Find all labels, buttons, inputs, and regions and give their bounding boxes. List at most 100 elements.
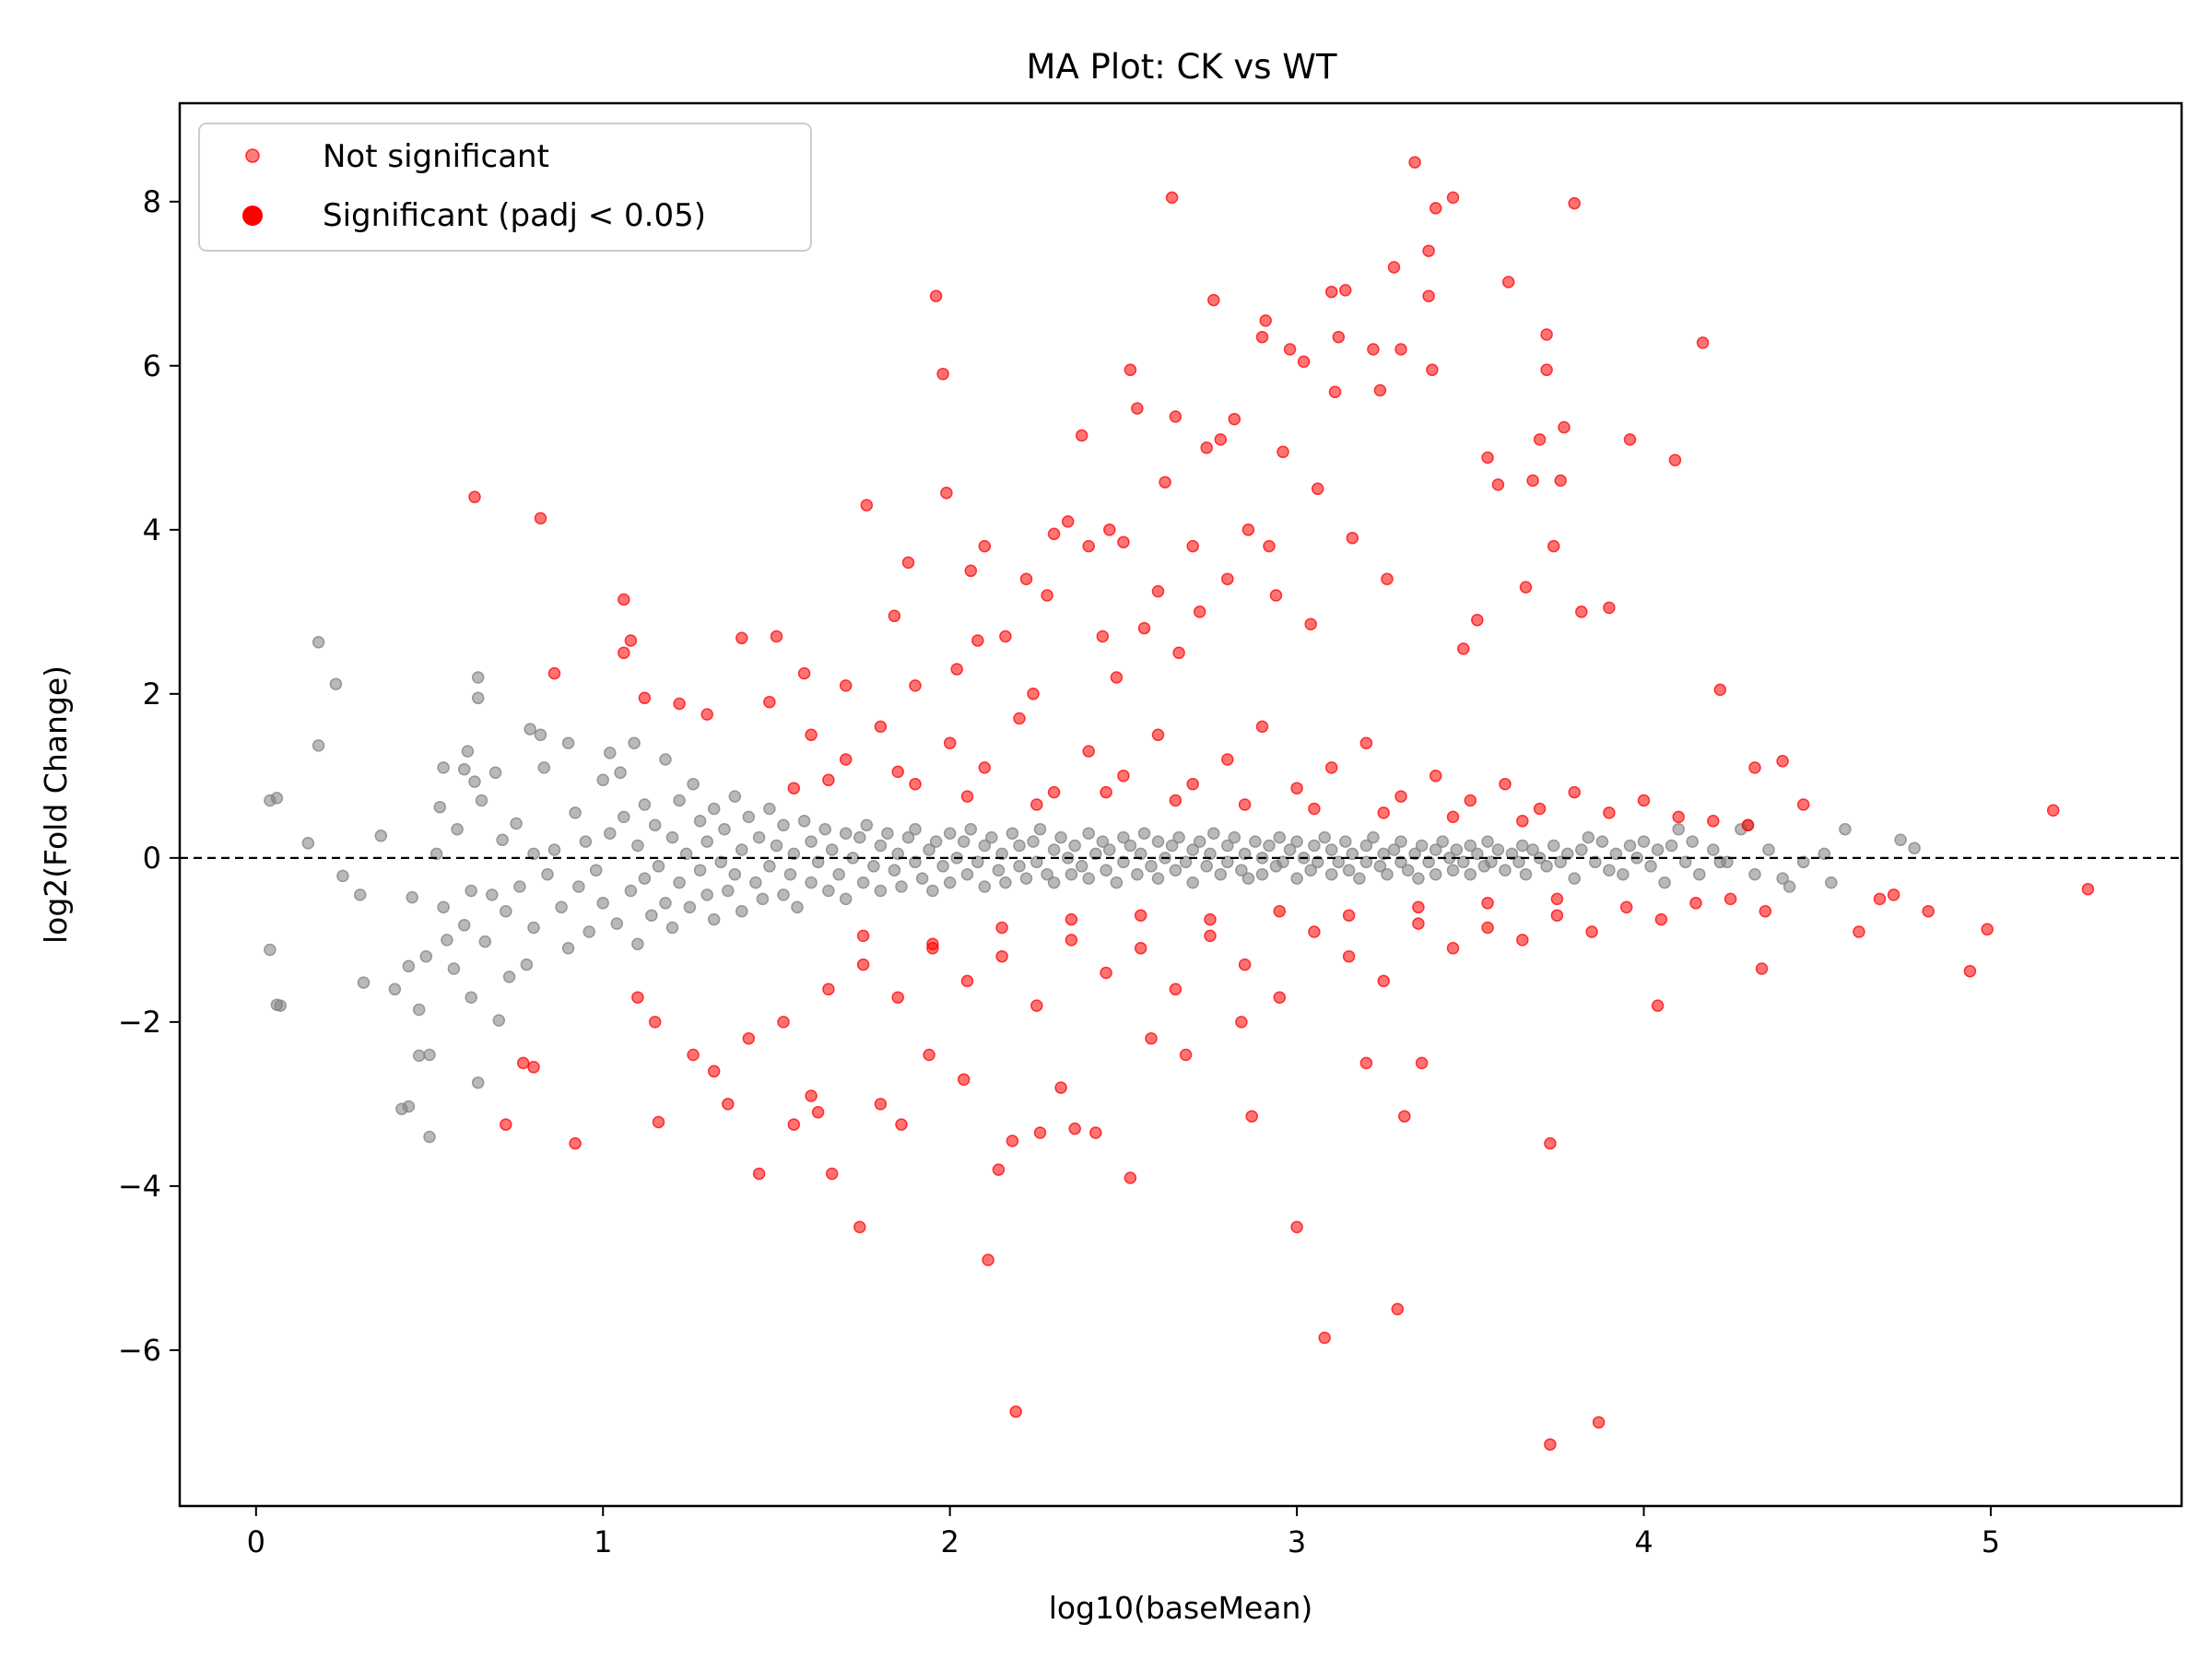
data-point xyxy=(1796,855,1810,869)
data-point xyxy=(673,794,686,807)
data-point xyxy=(1339,284,1352,297)
data-point xyxy=(964,822,978,836)
data-point xyxy=(457,762,471,776)
data-point xyxy=(1068,1122,1081,1135)
data-point xyxy=(1491,478,1505,491)
data-point xyxy=(1554,474,1567,488)
y-tick-label: −4 xyxy=(118,1169,161,1204)
data-point xyxy=(687,1048,700,1062)
data-point xyxy=(707,1065,721,1078)
data-point xyxy=(722,884,735,898)
data-point xyxy=(524,723,536,735)
data-point xyxy=(471,1076,485,1089)
data-point xyxy=(1030,798,1043,811)
data-point xyxy=(1776,755,1789,768)
data-point xyxy=(1759,904,1772,918)
data-point xyxy=(628,736,641,749)
data-point xyxy=(1981,923,1994,936)
y-tick-label: 4 xyxy=(143,512,161,547)
data-point xyxy=(527,847,540,861)
data-point xyxy=(604,747,617,759)
data-point xyxy=(742,1031,756,1045)
data-point xyxy=(1783,880,1796,893)
data-point xyxy=(995,949,1008,963)
data-point xyxy=(1762,843,1775,856)
data-point xyxy=(1651,843,1665,856)
data-point xyxy=(693,815,707,828)
data-point xyxy=(618,810,630,824)
data-point xyxy=(1297,355,1311,369)
data-point xyxy=(492,1014,506,1027)
data-point xyxy=(1324,761,1338,774)
data-point xyxy=(402,959,416,973)
data-point xyxy=(1550,909,1564,922)
data-point xyxy=(770,839,783,853)
data-point xyxy=(1499,864,1512,877)
data-point xyxy=(1235,1016,1248,1029)
data-point xyxy=(1103,843,1116,856)
data-point xyxy=(982,1253,994,1266)
data-point xyxy=(1134,942,1147,955)
data-point xyxy=(264,943,276,957)
data-point xyxy=(1124,839,1137,853)
data-point xyxy=(1259,314,1272,327)
data-point xyxy=(787,847,801,861)
data-point xyxy=(1491,843,1505,856)
data-point xyxy=(1117,535,1130,548)
data-point xyxy=(999,629,1012,643)
data-point xyxy=(624,634,638,647)
data-point xyxy=(652,860,665,873)
data-point xyxy=(1519,867,1533,881)
data-point xyxy=(1186,539,1199,553)
data-point xyxy=(1501,276,1515,288)
data-point xyxy=(1471,613,1484,627)
data-point xyxy=(714,855,727,869)
data-point xyxy=(1013,712,1026,725)
data-point xyxy=(1464,794,1477,807)
data-point xyxy=(999,876,1012,889)
data-point xyxy=(1776,872,1789,885)
data-point xyxy=(926,937,939,951)
data-point xyxy=(1235,864,1248,877)
data-point xyxy=(856,958,870,971)
data-point xyxy=(589,864,603,877)
data-point xyxy=(312,636,325,649)
data-point xyxy=(909,679,922,692)
data-point xyxy=(547,843,561,856)
data-point xyxy=(561,736,575,749)
data-point xyxy=(1359,736,1373,749)
data-point xyxy=(423,1048,436,1062)
data-point xyxy=(822,982,835,996)
data-point xyxy=(915,872,929,885)
data-point xyxy=(1533,433,1547,446)
y-axis-label: log2(Fold Change) xyxy=(38,665,74,944)
data-point xyxy=(770,629,783,643)
data-point xyxy=(1290,872,1303,885)
data-point xyxy=(1165,839,1179,853)
data-point xyxy=(1186,777,1199,791)
data-point xyxy=(1339,835,1352,848)
data-point xyxy=(1623,433,1637,446)
data-point xyxy=(1377,847,1390,861)
data-point xyxy=(929,835,943,848)
data-point xyxy=(412,1049,426,1063)
data-point xyxy=(1696,336,1710,349)
data-point xyxy=(478,935,492,948)
data-point xyxy=(1689,897,1702,910)
data-point xyxy=(638,798,652,811)
data-points-layer xyxy=(264,156,2095,1451)
data-point xyxy=(797,815,811,828)
data-point xyxy=(406,890,418,904)
data-point xyxy=(700,888,713,901)
data-point xyxy=(1544,1136,1557,1150)
data-point xyxy=(1651,999,1665,1012)
data-point xyxy=(1526,843,1539,856)
data-point xyxy=(648,1016,662,1029)
data-point xyxy=(1249,835,1262,848)
data-point xyxy=(1131,867,1144,881)
legend: Not significant Significant (padj < 0.05… xyxy=(198,123,812,252)
data-point xyxy=(687,777,700,791)
data-point xyxy=(1204,847,1217,861)
data-point xyxy=(1100,966,1112,980)
data-point xyxy=(652,1115,665,1129)
